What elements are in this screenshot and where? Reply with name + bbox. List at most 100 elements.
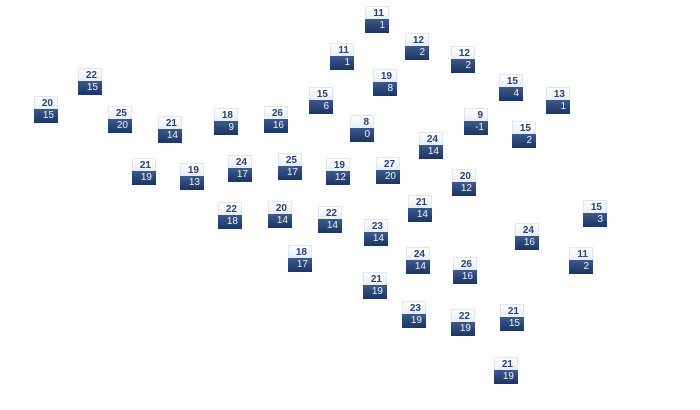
temperature-marker[interactable]: 25 20 <box>108 106 132 134</box>
low-temperature: 1 <box>330 56 354 70</box>
high-temperature: 19 <box>180 163 204 176</box>
low-temperature: 12 <box>452 182 476 196</box>
high-temperature: 12 <box>405 33 429 46</box>
high-temperature: 15 <box>583 200 607 213</box>
low-temperature: 1 <box>546 100 570 114</box>
temperature-marker[interactable]: 20 15 <box>34 96 58 124</box>
low-temperature: 19 <box>132 171 156 185</box>
high-temperature: 15 <box>499 74 523 87</box>
temperature-marker[interactable]: 19 8 <box>373 69 397 97</box>
high-temperature: 18 <box>288 245 312 258</box>
temperature-marker[interactable]: 26 16 <box>264 106 288 134</box>
temperature-marker[interactable]: 9 -1 <box>464 108 488 136</box>
temperature-marker[interactable]: 18 9 <box>214 108 238 136</box>
temperature-marker[interactable]: 23 19 <box>402 301 426 329</box>
low-temperature: 2 <box>569 260 593 274</box>
temperature-marker[interactable]: 20 12 <box>452 169 476 197</box>
high-temperature: 18 <box>214 108 238 121</box>
high-temperature: 22 <box>218 202 242 215</box>
temperature-marker[interactable]: 12 2 <box>451 46 475 74</box>
high-temperature: 12 <box>451 46 475 59</box>
temperature-marker[interactable]: 24 17 <box>228 155 252 183</box>
low-temperature: 4 <box>499 87 523 101</box>
low-temperature: 2 <box>405 46 429 60</box>
low-temperature: 14 <box>158 129 182 143</box>
low-temperature: 9 <box>214 121 238 135</box>
low-temperature: 18 <box>218 215 242 229</box>
low-temperature: 13 <box>180 176 204 190</box>
high-temperature: 22 <box>78 68 102 81</box>
temperature-marker[interactable]: 11 1 <box>365 6 389 34</box>
temperature-marker[interactable]: 22 19 <box>451 309 475 337</box>
low-temperature: -1 <box>464 121 488 135</box>
low-temperature: 16 <box>515 236 539 250</box>
high-temperature: 8 <box>350 115 374 128</box>
low-temperature: 14 <box>406 260 430 274</box>
temperature-marker[interactable]: 24 14 <box>406 247 430 275</box>
high-temperature: 20 <box>452 169 476 182</box>
temperature-marker[interactable]: 21 14 <box>408 195 432 223</box>
temperature-marker[interactable]: 23 14 <box>364 219 388 247</box>
low-temperature: 19 <box>363 285 387 299</box>
temperature-marker[interactable]: 20 14 <box>268 201 292 229</box>
high-temperature: 20 <box>34 96 58 109</box>
low-temperature: 20 <box>376 170 400 184</box>
high-temperature: 24 <box>419 132 443 145</box>
temperature-marker[interactable]: 15 4 <box>499 74 523 102</box>
temperature-marker[interactable]: 12 2 <box>405 33 429 61</box>
low-temperature: 17 <box>228 168 252 182</box>
temperature-marker[interactable]: 21 19 <box>363 272 387 300</box>
low-temperature: 8 <box>373 82 397 96</box>
temperature-marker[interactable]: 15 3 <box>583 200 607 228</box>
low-temperature: 14 <box>419 145 443 159</box>
temperature-marker[interactable]: 11 2 <box>569 247 593 275</box>
temperature-marker[interactable]: 24 16 <box>515 223 539 251</box>
high-temperature: 13 <box>546 87 570 100</box>
high-temperature: 11 <box>365 6 389 19</box>
low-temperature: 0 <box>350 128 374 142</box>
high-temperature: 21 <box>158 116 182 129</box>
low-temperature: 2 <box>512 134 536 148</box>
low-temperature: 19 <box>402 314 426 328</box>
low-temperature: 15 <box>34 109 58 123</box>
temperature-marker[interactable]: 27 20 <box>376 157 400 185</box>
temperature-marker[interactable]: 22 15 <box>78 68 102 96</box>
temperature-marker[interactable]: 15 2 <box>512 121 536 149</box>
temperature-marker[interactable]: 22 14 <box>318 206 342 234</box>
low-temperature: 2 <box>451 59 475 73</box>
temperature-marker[interactable]: 21 15 <box>500 304 524 332</box>
high-temperature: 11 <box>330 43 354 56</box>
low-temperature: 19 <box>451 322 475 336</box>
temperature-marker[interactable]: 13 1 <box>546 87 570 115</box>
high-temperature: 22 <box>451 309 475 322</box>
low-temperature: 3 <box>583 213 607 227</box>
high-temperature: 19 <box>373 69 397 82</box>
high-temperature: 24 <box>406 247 430 260</box>
temperature-marker[interactable]: 19 12 <box>326 158 350 186</box>
temperature-marker[interactable]: 21 19 <box>132 158 156 186</box>
high-temperature: 27 <box>376 157 400 170</box>
low-temperature: 12 <box>326 171 350 185</box>
temperature-marker[interactable]: 22 18 <box>218 202 242 230</box>
temperature-marker[interactable]: 18 17 <box>288 245 312 273</box>
low-temperature: 1 <box>365 19 389 33</box>
temperature-marker[interactable]: 15 6 <box>309 87 333 115</box>
temperature-marker[interactable]: 21 14 <box>158 116 182 144</box>
low-temperature: 14 <box>364 232 388 246</box>
low-temperature: 14 <box>318 219 342 233</box>
low-temperature: 16 <box>264 119 288 133</box>
high-temperature: 24 <box>515 223 539 236</box>
low-temperature: 15 <box>78 81 102 95</box>
high-temperature: 20 <box>268 201 292 214</box>
low-temperature: 14 <box>408 208 432 222</box>
high-temperature: 23 <box>402 301 426 314</box>
temperature-marker[interactable]: 24 14 <box>419 132 443 160</box>
high-temperature: 21 <box>500 304 524 317</box>
temperature-marker[interactable]: 21 19 <box>494 357 518 385</box>
temperature-marker[interactable]: 11 1 <box>330 43 354 71</box>
temperature-marker[interactable]: 26 16 <box>453 257 477 285</box>
temperature-marker[interactable]: 25 17 <box>278 153 302 181</box>
high-temperature: 22 <box>318 206 342 219</box>
temperature-marker[interactable]: 19 13 <box>180 163 204 191</box>
